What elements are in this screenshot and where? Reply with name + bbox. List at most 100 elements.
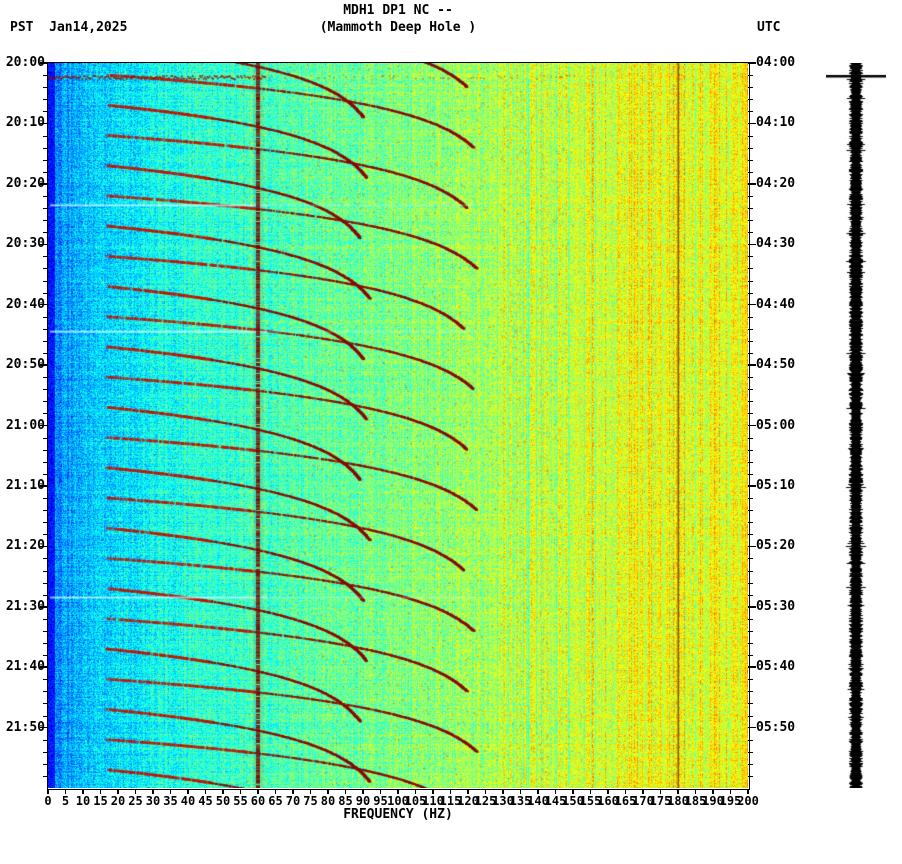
- y-minor-tick-right: [748, 389, 753, 391]
- x-tick-label: 190: [702, 794, 724, 808]
- x-tick: [747, 789, 749, 794]
- x-tick: [502, 789, 504, 794]
- y-minor-tick-left: [43, 195, 48, 197]
- y-minor-tick-left: [43, 389, 48, 391]
- y-major-tick-left: [40, 485, 48, 487]
- y-minor-tick-left: [43, 328, 48, 330]
- x-tick-label: 25: [128, 794, 143, 808]
- y-minor-tick-left: [43, 643, 48, 644]
- y-major-tick-right: [748, 183, 756, 185]
- y-tick-label-pst: 20:10: [5, 115, 45, 131]
- y-major-tick-left: [40, 666, 48, 668]
- y-minor-tick-left: [43, 268, 48, 270]
- y-minor-tick-right: [748, 256, 753, 258]
- x-tick: [379, 789, 382, 794]
- x-tick-label: 170: [632, 794, 654, 808]
- y-minor-tick-left: [43, 630, 48, 632]
- y-tick-label-utc: 05:00: [756, 417, 796, 433]
- x-tick-label: 90: [355, 794, 371, 808]
- y-tick-label-pst: 21:10: [5, 477, 45, 493]
- x-tick-label: 0: [44, 794, 52, 808]
- x-tick-label: 80: [320, 794, 336, 808]
- x-tick: [659, 789, 662, 794]
- y-minor-tick-left: [43, 316, 48, 318]
- y-minor-tick-left: [43, 147, 48, 149]
- y-minor-tick-right: [748, 353, 753, 354]
- y-minor-tick-left: [43, 510, 48, 512]
- x-tick: [414, 789, 417, 794]
- y-tick-label-pst: 21:20: [5, 538, 45, 554]
- y-major-tick-left: [40, 122, 48, 125]
- x-tick: [134, 789, 137, 794]
- x-tick: [432, 789, 434, 794]
- y-minor-tick-left: [43, 558, 48, 560]
- x-tick: [729, 789, 732, 794]
- timezone-right-label: UTC: [757, 20, 781, 35]
- x-tick: [624, 789, 627, 794]
- x-tick-label: 40: [180, 794, 196, 808]
- y-minor-tick-left: [43, 111, 48, 113]
- x-tick: [309, 789, 312, 794]
- y-major-tick-right: [748, 303, 756, 306]
- x-tick: [712, 789, 714, 794]
- y-minor-tick-right: [748, 715, 753, 717]
- y-minor-tick-left: [43, 775, 48, 777]
- y-minor-tick-left: [43, 498, 48, 499]
- y-tick-label-pst: 20:50: [5, 357, 45, 373]
- y-minor-tick-left: [43, 377, 48, 379]
- y-minor-tick-left: [43, 582, 48, 584]
- x-tick: [554, 789, 557, 794]
- y-major-tick-right: [748, 364, 756, 366]
- x-tick-label: 145: [544, 794, 567, 808]
- y-minor-tick-right: [748, 147, 753, 149]
- x-tick-label: 60: [250, 794, 266, 808]
- x-tick-label: 140: [527, 794, 549, 808]
- y-minor-tick-left: [43, 232, 48, 234]
- y-minor-tick-right: [748, 473, 753, 475]
- timezone-date-label: PST Jan14,2025: [10, 20, 128, 35]
- y-minor-tick-right: [748, 775, 753, 777]
- y-minor-tick-left: [43, 353, 48, 354]
- y-tick-label-pst: 20:40: [5, 296, 45, 312]
- y-major-tick-right: [748, 122, 756, 125]
- x-tick-label: 105: [404, 794, 427, 808]
- y-minor-tick-right: [748, 703, 753, 705]
- y-minor-tick-left: [43, 99, 48, 101]
- x-tick-label: 5: [61, 794, 70, 808]
- y-major-tick-right: [748, 726, 756, 729]
- x-tick-label: 15: [93, 794, 108, 808]
- y-minor-tick-right: [748, 437, 753, 439]
- y-tick-label-pst: 21:30: [5, 598, 45, 614]
- y-minor-tick-left: [43, 570, 48, 572]
- x-tick-label: 185: [684, 794, 707, 808]
- y-minor-tick-right: [748, 340, 753, 342]
- x-tick-label: 10: [75, 794, 91, 808]
- y-minor-tick-left: [43, 739, 48, 741]
- x-tick-label: 155: [579, 794, 602, 808]
- y-major-tick-left: [40, 183, 48, 185]
- x-tick: [537, 789, 539, 794]
- y-minor-tick-right: [748, 280, 753, 282]
- y-minor-tick-right: [748, 763, 753, 765]
- x-tick: [239, 789, 242, 794]
- x-tick: [467, 789, 469, 794]
- y-minor-tick-right: [748, 268, 753, 270]
- y-major-tick-left: [40, 62, 48, 64]
- y-minor-tick-left: [43, 473, 48, 475]
- y-tick-label-utc: 04:30: [756, 236, 796, 252]
- y-minor-tick-right: [748, 558, 753, 560]
- y-minor-tick-right: [748, 618, 753, 620]
- y-minor-tick-right: [748, 643, 753, 644]
- y-minor-tick-right: [748, 195, 753, 197]
- y-minor-tick-right: [748, 534, 753, 536]
- y-minor-tick-right: [748, 510, 753, 512]
- y-minor-tick-right: [748, 220, 753, 222]
- x-tick: [519, 789, 522, 794]
- x-tick-label: 200: [737, 794, 759, 808]
- y-minor-tick-right: [748, 232, 753, 234]
- x-tick-label: 100: [387, 794, 409, 808]
- y-major-tick-left: [40, 726, 48, 729]
- y-minor-tick-left: [43, 256, 48, 258]
- y-minor-tick-right: [748, 449, 753, 451]
- y-minor-tick-left: [43, 159, 48, 161]
